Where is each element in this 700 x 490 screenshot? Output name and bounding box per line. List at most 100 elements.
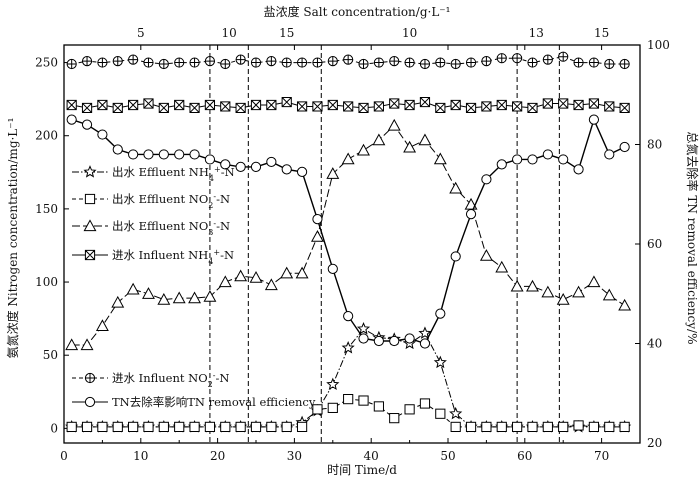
data-point xyxy=(512,421,523,433)
data-point xyxy=(310,230,324,242)
data-point xyxy=(389,335,400,347)
data-point xyxy=(573,99,584,111)
data-point xyxy=(389,98,400,109)
data-point xyxy=(496,421,507,433)
salt-concentration-label: 15 xyxy=(594,26,609,40)
data-point xyxy=(112,55,123,67)
data-point xyxy=(266,55,277,67)
data-point xyxy=(572,285,586,298)
data-point xyxy=(204,421,216,433)
y-right-tick-label: 40 xyxy=(647,337,662,351)
data-point xyxy=(573,57,584,68)
data-point xyxy=(343,54,354,65)
data-point xyxy=(558,51,569,62)
x-tick-label: 0 xyxy=(60,449,68,463)
y-right-tick-label: 100 xyxy=(647,38,670,52)
data-point xyxy=(619,58,630,70)
data-point xyxy=(588,114,600,125)
y-left-tick-label: 200 xyxy=(35,129,58,143)
data-point xyxy=(95,319,109,332)
data-point xyxy=(542,421,553,433)
data-point xyxy=(111,295,125,308)
data-point xyxy=(143,98,154,109)
data-point xyxy=(495,260,509,273)
data-point xyxy=(220,421,231,433)
data-point xyxy=(235,54,246,65)
data-point xyxy=(143,149,154,160)
data-point xyxy=(373,401,384,412)
data-point xyxy=(281,421,292,433)
data-point xyxy=(527,102,538,114)
right-axis-title: 总氮去除率 TN removal efficiency/% xyxy=(685,132,700,345)
data-point xyxy=(404,99,415,111)
data-point xyxy=(435,408,446,419)
data-point xyxy=(387,118,401,131)
x-tick-label: 50 xyxy=(440,449,455,463)
data-point xyxy=(449,406,463,420)
data-point xyxy=(81,55,93,67)
x-axis-title: 时间 Time/d xyxy=(327,463,397,477)
data-point xyxy=(66,421,77,433)
data-point xyxy=(218,275,232,288)
data-point xyxy=(341,340,355,354)
data-point xyxy=(403,140,417,153)
x-tick-label: 60 xyxy=(517,449,532,463)
legend-marker xyxy=(84,396,96,408)
data-point xyxy=(433,152,447,165)
data-point xyxy=(250,161,262,172)
data-point xyxy=(573,420,584,431)
data-point xyxy=(97,129,108,140)
x-tick-label: 70 xyxy=(594,449,609,463)
data-point xyxy=(296,421,308,433)
data-point xyxy=(418,326,432,339)
data-point xyxy=(404,333,415,344)
y-left-tick-label: 50 xyxy=(43,348,58,362)
data-point xyxy=(250,99,262,111)
data-point xyxy=(588,98,600,109)
data-point xyxy=(604,421,615,433)
data-point xyxy=(618,298,632,311)
data-point xyxy=(281,57,292,68)
data-point xyxy=(558,421,569,433)
data-point xyxy=(527,154,538,165)
data-point xyxy=(619,102,630,114)
data-point xyxy=(312,214,323,225)
data-point xyxy=(112,421,123,433)
data-point xyxy=(220,101,231,112)
data-point xyxy=(281,96,292,108)
data-point xyxy=(158,58,169,70)
legend-label: 出水 Effluent NO2--N xyxy=(112,192,230,210)
data-point xyxy=(174,57,185,68)
data-point xyxy=(419,58,431,70)
data-point xyxy=(358,333,369,344)
legend-label: 进水 Influent NH4+-N xyxy=(112,248,234,266)
data-point xyxy=(327,402,338,413)
data-point xyxy=(97,57,108,68)
data-point xyxy=(189,421,200,433)
data-point xyxy=(433,355,447,369)
data-point xyxy=(312,101,323,112)
salt-concentration-label: 10 xyxy=(402,26,417,40)
y-left-tick-label: 0 xyxy=(50,421,58,435)
data-point xyxy=(450,251,461,262)
data-point xyxy=(343,394,354,405)
data-point xyxy=(356,321,371,335)
data-point xyxy=(465,57,477,68)
data-point xyxy=(312,404,323,415)
data-point xyxy=(496,99,507,111)
legend-item: 出水 Effluent NO2--N xyxy=(72,192,230,210)
data-point xyxy=(481,55,492,67)
legend-item: 进水 Influent NH4+-N xyxy=(72,248,234,266)
data-point xyxy=(189,102,200,114)
data-point xyxy=(128,149,139,160)
data-point xyxy=(481,101,492,112)
data-point xyxy=(203,290,217,302)
data-point xyxy=(358,102,369,114)
data-point xyxy=(373,335,384,347)
legend-marker xyxy=(83,219,97,232)
data-point xyxy=(65,338,79,351)
data-point xyxy=(296,101,308,112)
data-point xyxy=(249,271,263,283)
data-point xyxy=(174,99,185,111)
data-point xyxy=(465,209,477,220)
